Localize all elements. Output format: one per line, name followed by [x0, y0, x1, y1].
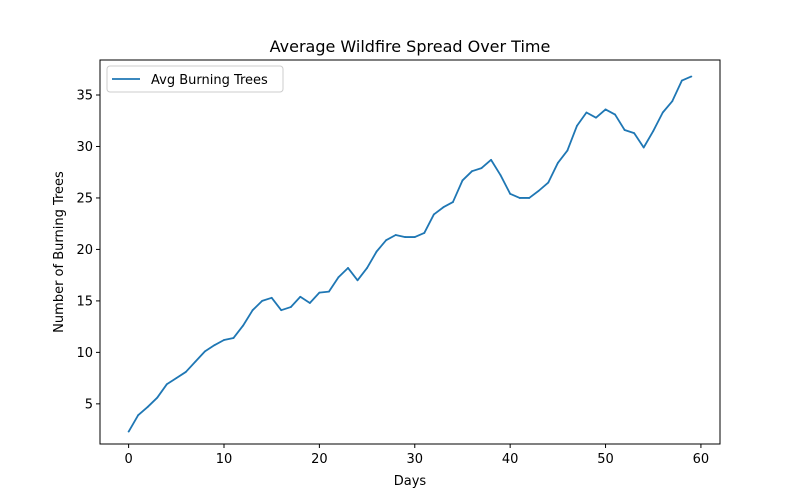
data-point	[547, 181, 550, 184]
series-layer	[127, 75, 693, 433]
data-point	[671, 100, 674, 103]
x-tick-label: 10	[216, 452, 233, 467]
data-point	[461, 179, 464, 182]
chart-title: Average Wildfire Spread Over Time	[270, 37, 551, 56]
data-point	[595, 116, 597, 119]
data-point	[165, 383, 168, 386]
data-point	[404, 236, 407, 238]
data-point	[499, 174, 502, 177]
data-point	[480, 167, 483, 169]
data-point	[556, 162, 559, 164]
data-point	[194, 360, 197, 363]
data-point	[137, 414, 140, 417]
legend-box	[106, 65, 284, 93]
y-tick-label: 15	[76, 294, 93, 309]
data-point	[614, 113, 616, 116]
data-point	[413, 236, 416, 238]
data-point	[289, 306, 292, 308]
data-point	[366, 267, 368, 269]
data-point	[261, 300, 264, 302]
data-point	[337, 276, 340, 279]
data-point	[585, 111, 588, 114]
data-point	[452, 201, 454, 203]
data-point	[528, 197, 531, 199]
data-point	[394, 234, 397, 236]
x-tick-label: 30	[406, 452, 423, 467]
data-point	[356, 279, 359, 282]
data-point	[318, 291, 321, 294]
data-point	[442, 206, 445, 209]
x-tick-label: 40	[502, 452, 519, 467]
data-point	[299, 295, 302, 298]
data-point	[566, 149, 569, 152]
data-point	[652, 130, 655, 132]
data-point	[385, 239, 388, 242]
x-tick-label: 0	[124, 452, 132, 467]
y-axis-ticks: 5 10 15 20 25 30 35	[76, 89, 100, 412]
x-axis-ticks: 0 10 20 30 40 50 60	[124, 444, 709, 467]
x-tick-label: 20	[311, 452, 328, 467]
data-point	[623, 129, 626, 131]
y-tick-label: 35	[76, 89, 93, 104]
y-tick-label: 25	[76, 191, 93, 206]
data-point	[232, 337, 235, 339]
data-point	[375, 250, 378, 253]
data-point	[251, 309, 254, 312]
x-tick-label: 60	[693, 452, 710, 467]
data-point	[661, 111, 664, 114]
data-point	[156, 396, 159, 399]
x-axis-label: Days	[394, 474, 427, 489]
data-point	[423, 232, 426, 234]
data-point	[490, 158, 492, 161]
data-point	[184, 371, 187, 373]
data-point	[471, 170, 473, 173]
data-point	[175, 377, 178, 380]
data-point	[280, 309, 283, 312]
data-point	[537, 189, 540, 192]
legend-label-avg-burning-trees: Avg Burning Trees	[151, 73, 268, 88]
y-tick-label: 20	[76, 243, 93, 258]
x-tick-label: 50	[597, 452, 614, 467]
data-point	[604, 108, 607, 111]
data-point	[642, 146, 645, 149]
data-point	[213, 344, 216, 347]
data-point	[690, 75, 693, 78]
data-point	[204, 350, 206, 353]
data-point	[308, 302, 311, 304]
data-point	[509, 192, 512, 195]
data-point	[146, 406, 149, 408]
data-point	[270, 296, 273, 299]
data-point	[347, 267, 349, 269]
y-tick-label: 5	[85, 397, 93, 412]
data-point	[576, 124, 578, 127]
y-tick-label: 10	[76, 346, 93, 361]
data-point	[633, 132, 636, 134]
data-point	[432, 213, 435, 216]
y-axis-label: Number of Burning Trees	[52, 171, 67, 333]
y-tick-label: 30	[76, 140, 93, 155]
data-point	[223, 339, 225, 341]
data-point	[242, 324, 244, 327]
data-point	[518, 197, 521, 199]
data-point	[127, 430, 130, 433]
data-point	[328, 290, 330, 293]
legend: Avg Burning Trees	[106, 65, 284, 93]
series-line-avg-burning-trees	[127, 75, 692, 433]
data-point	[680, 79, 683, 82]
plot-area	[99, 59, 721, 445]
